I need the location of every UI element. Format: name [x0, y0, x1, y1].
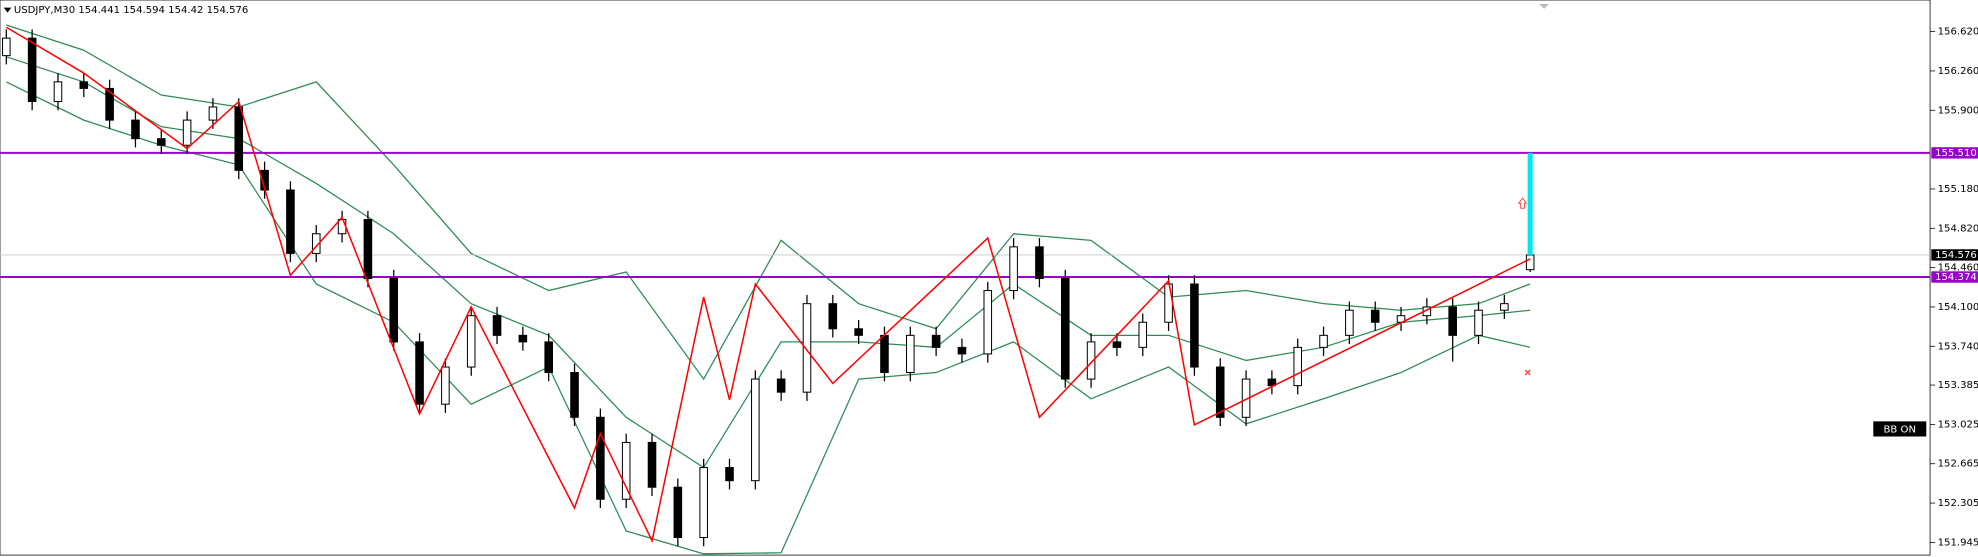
candle-body [492, 315, 502, 336]
candle-body [441, 366, 450, 405]
candle-body [208, 106, 218, 121]
open: 154.441 [78, 5, 120, 16]
candle-body [544, 341, 553, 374]
level-label-box [1931, 147, 1978, 159]
zigzag [5, 26, 1531, 544]
candle-body [53, 81, 63, 103]
level-label-box [1931, 271, 1978, 283]
up-arrow [1517, 197, 1528, 209]
candle-body [2, 37, 11, 57]
candle-body [673, 486, 683, 538]
symbol: USDJPY,M30 [14, 5, 75, 16]
candle-body [828, 303, 838, 330]
y-tick-label: 154.820 [1938, 223, 1978, 234]
chart-header: USDJPY,M30 154.441 154.594 154.42 154.57… [14, 5, 248, 16]
candle-body [1112, 341, 1122, 348]
y-tick-label: 152.665 [1938, 459, 1978, 470]
candle-body [415, 341, 424, 405]
stop-cross [1524, 369, 1531, 376]
candle-body [802, 303, 812, 393]
candle-body [1215, 366, 1225, 418]
y-tick-label: 156.260 [1938, 66, 1978, 77]
y-tick-label: 156.620 [1938, 27, 1978, 38]
candle-body [518, 334, 528, 343]
candle-body [699, 467, 708, 538]
candle-body [363, 219, 373, 280]
y-tick-label: 153.740 [1938, 341, 1978, 352]
candle-body [1293, 346, 1303, 387]
current-price-box [1931, 249, 1978, 261]
target-bar [1527, 152, 1533, 255]
candle-body [156, 138, 166, 146]
candle-body [725, 467, 734, 482]
candle-body [1009, 246, 1018, 292]
candle-body [906, 334, 915, 374]
candle-body [931, 334, 941, 348]
candle-body [1319, 334, 1328, 348]
candle-body [389, 278, 399, 343]
bb-button-label[interactable]: BB ON [1884, 425, 1917, 436]
candle-body [880, 334, 889, 374]
candle-body [105, 87, 114, 121]
candle-body [596, 416, 605, 500]
candle-body [1474, 309, 1483, 336]
candle-body [1370, 309, 1380, 323]
candle-body [466, 315, 476, 368]
candle-body [751, 378, 760, 482]
candle-body [1138, 321, 1148, 348]
candle-body [337, 219, 347, 235]
menu-triangle[interactable] [3, 7, 12, 13]
candle-body [27, 37, 37, 103]
candle-body [1267, 378, 1277, 387]
candle-body [286, 189, 295, 254]
candle-body [776, 378, 786, 393]
candle-body [1500, 303, 1509, 311]
candle-body [1086, 341, 1096, 380]
low: 154.42 [168, 5, 203, 16]
bollinger-lower [6, 81, 1531, 555]
candle-body [1345, 309, 1354, 336]
y-tick-label: 151.945 [1938, 537, 1978, 548]
candle-body [182, 119, 192, 146]
candle-body [983, 290, 993, 355]
y-tick-label: 155.900 [1938, 105, 1978, 116]
level-label: 154.374 [1935, 272, 1977, 283]
candle-body [234, 106, 244, 171]
candle-body [79, 81, 89, 89]
candle-body [957, 346, 967, 355]
y-tick-label: 154.100 [1938, 302, 1978, 313]
high: 154.594 [123, 5, 165, 16]
bb-button[interactable] [1873, 421, 1927, 437]
current-price-label: 154.576 [1935, 250, 1977, 261]
scroll-marker [1539, 3, 1550, 9]
candle-body [621, 441, 631, 500]
y-tick-label: 153.385 [1938, 380, 1978, 391]
candle-body [131, 119, 140, 140]
candle-body [570, 371, 579, 418]
y-tick-label: 155.180 [1938, 184, 1978, 195]
y-tick-label: 153.025 [1938, 419, 1978, 430]
bollinger-upper [6, 24, 1531, 381]
candle-body [1164, 283, 1173, 323]
candle-body [1525, 254, 1535, 271]
level-label: 155.510 [1935, 148, 1977, 159]
y-tick-label: 154.460 [1938, 263, 1978, 274]
candle-body [311, 233, 321, 254]
candle-body [854, 328, 863, 336]
close: 154.576 [207, 5, 249, 16]
candle-body [1060, 278, 1070, 380]
candle-body [1035, 246, 1044, 280]
candle-body [647, 441, 657, 488]
candle-body [1448, 306, 1457, 336]
candle-body [1190, 283, 1199, 368]
y-tick-label: 152.305 [1938, 498, 1978, 509]
